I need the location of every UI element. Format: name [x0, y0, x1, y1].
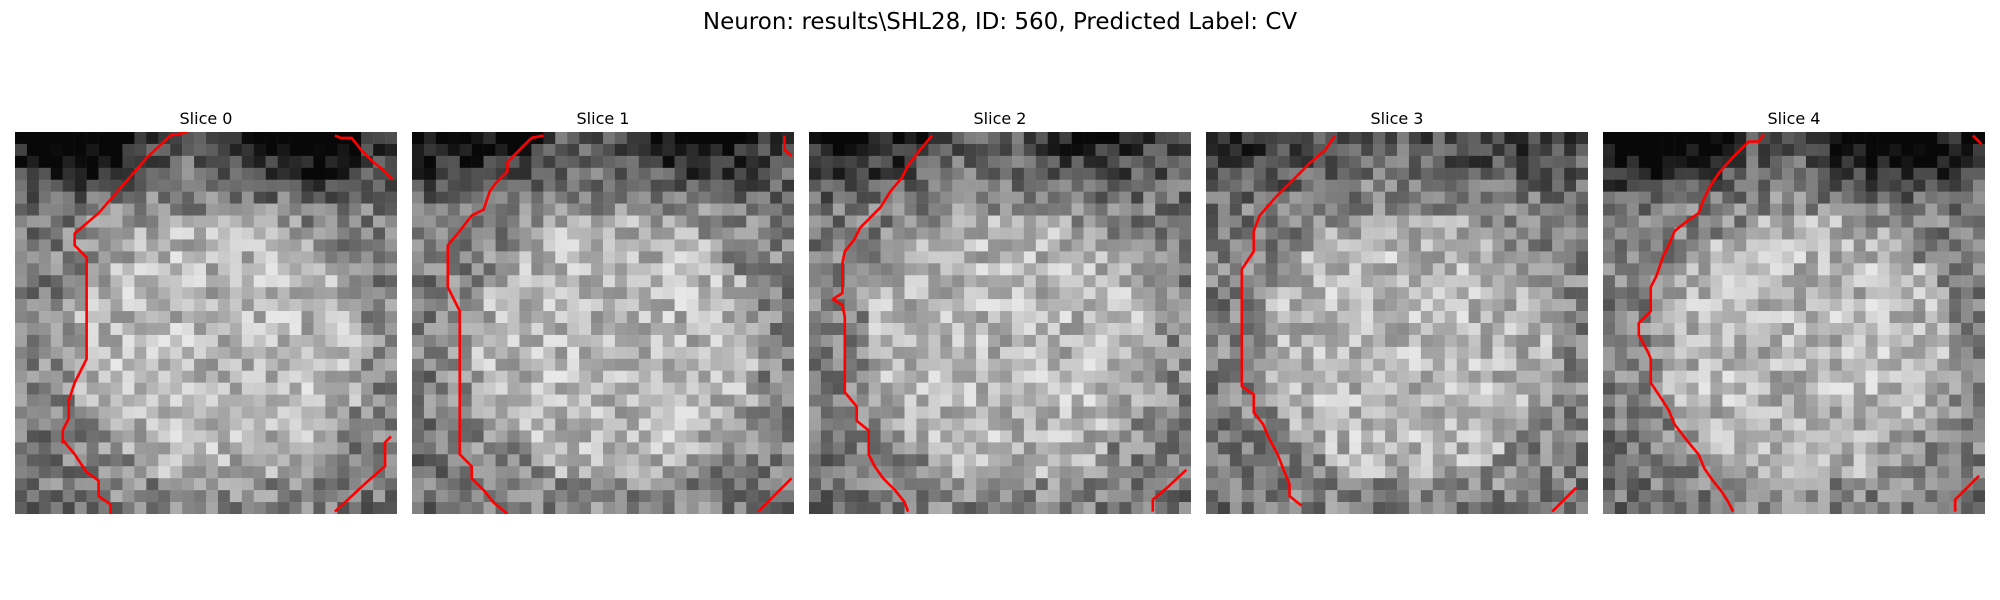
- boundary-line-left: [61, 132, 189, 514]
- slice-title: Slice 3: [1370, 109, 1424, 128]
- slice-title: Slice 0: [179, 109, 233, 128]
- slice-title: Slice 2: [973, 109, 1027, 128]
- slice-image: [412, 132, 794, 514]
- pixel-grid: [1603, 132, 1985, 514]
- slice-panel-0: Slice 0: [15, 108, 397, 514]
- figure-title: Neuron: results\SHL28, ID: 560, Predicte…: [702, 9, 1298, 35]
- slice-image: [1603, 132, 1985, 514]
- boundary-line-left: [831, 134, 933, 513]
- slice-panel-2: Slice 2: [809, 108, 1191, 514]
- boundary-line-bottom-right: [1151, 468, 1188, 512]
- boundary-line-left: [1240, 134, 1337, 507]
- slice-panel-4: Slice 4: [1603, 108, 1985, 514]
- boundary-line-bottom-right: [1551, 486, 1577, 513]
- slice-title: Slice 1: [576, 109, 630, 128]
- slice-image: [1206, 132, 1588, 514]
- boundary-line-bottom-right: [334, 435, 392, 513]
- slice-image: [809, 132, 1191, 514]
- slice-panel-1: Slice 1: [412, 108, 794, 514]
- boundary-line-top-right: [1972, 134, 1983, 145]
- pixel-grid: [15, 132, 397, 514]
- pixel-grid: [809, 132, 1191, 514]
- boundary-line-top-right: [334, 134, 394, 181]
- boundary-line-left: [446, 134, 544, 514]
- slice-panel-3: Slice 3: [1206, 108, 1588, 514]
- boundary-line-left: [1637, 133, 1766, 513]
- boundary-line-bottom-right: [1953, 474, 1980, 512]
- boundary-line-top-right: [783, 135, 793, 157]
- pixel-grid: [1206, 132, 1588, 514]
- boundary-line-bottom-right: [757, 477, 793, 513]
- slice-image: [15, 132, 397, 514]
- pixel-grid: [412, 132, 794, 514]
- slice-title: Slice 4: [1767, 109, 1821, 128]
